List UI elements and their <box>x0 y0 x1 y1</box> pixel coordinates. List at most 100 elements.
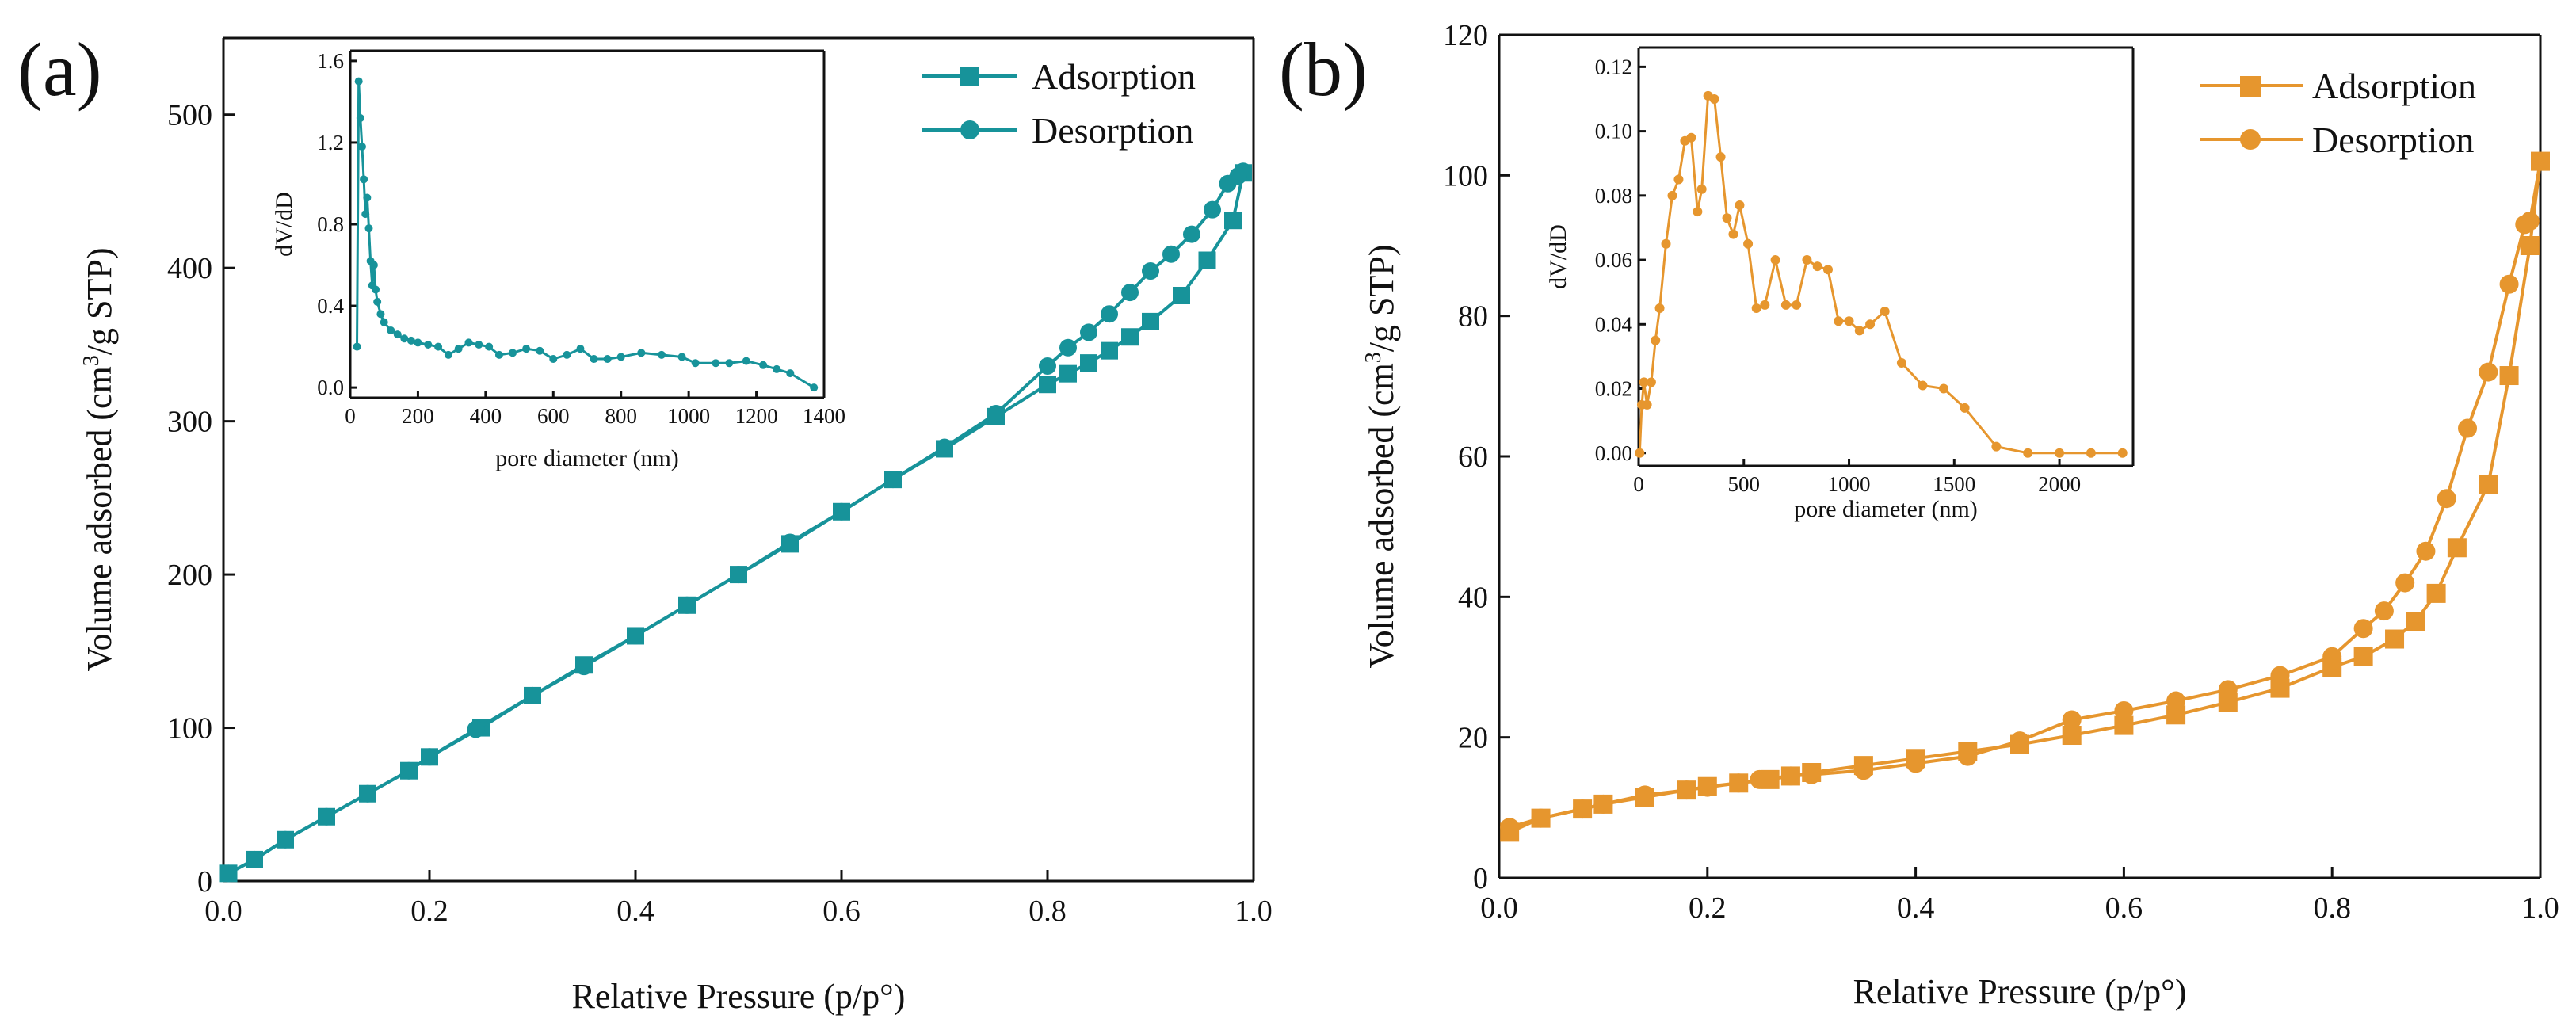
y-tick-label: 0.08 <box>1595 184 1632 208</box>
pore-size-distribution-point <box>1865 319 1876 330</box>
y-tick-label: 0.10 <box>1595 120 1632 143</box>
desorption-point <box>1906 754 1925 773</box>
adsorption-point <box>1173 287 1190 305</box>
pore-size-distribution-point <box>372 285 380 294</box>
pore-size-distribution-point <box>1991 441 2002 452</box>
pore-size-distribution-point <box>590 355 598 364</box>
desorption-point <box>524 686 541 704</box>
desorption-point <box>1750 769 1769 789</box>
desorption-point <box>730 566 747 584</box>
pore-size-distribution-point <box>773 364 781 373</box>
pore-size-distribution-point <box>1854 326 1864 336</box>
desorption-point <box>1101 305 1118 323</box>
y-tick-label: 200 <box>167 559 212 592</box>
chart-a-legend: Adsorption Desorption <box>922 56 1196 151</box>
pore-size-distribution-point <box>1654 303 1665 313</box>
pore-size-distribution-point <box>393 330 402 339</box>
desorption-point <box>1039 357 1056 375</box>
desorption-point <box>833 502 850 521</box>
desorption-point <box>678 596 696 614</box>
pore-size-distribution-point <box>759 361 768 369</box>
y-tick-label: 500 <box>167 99 212 132</box>
chart-b-marks <box>1500 151 2550 842</box>
pore-size-distribution-point <box>563 350 571 359</box>
desorption-point <box>2416 541 2436 561</box>
adsorption-point <box>1101 341 1118 360</box>
pore-size-distribution-point <box>1715 152 1726 162</box>
desorption-point <box>2374 601 2394 621</box>
chart-b-y-axis-title: Volume adsorbed (cm3/g STP) <box>1361 244 1401 668</box>
chart-a-inset-y-axis-title: dV/dD <box>271 192 297 257</box>
legend-a-adsorption-marker <box>960 67 979 86</box>
pore-size-distribution-point <box>353 342 361 351</box>
desorption-point <box>400 761 418 780</box>
y-tick-label: 0.12 <box>1595 55 1632 78</box>
pore-size-distribution-point <box>414 338 422 347</box>
adsorption-point <box>1142 312 1159 330</box>
desorption-point <box>1121 284 1139 302</box>
desorption-point <box>1573 799 1593 819</box>
desorption-point <box>1780 766 1800 786</box>
pore-size-distribution-point <box>1743 238 1754 249</box>
chart-b-inset-marks <box>1635 90 2128 458</box>
desorption-point <box>1853 761 1873 780</box>
y-tick-label: 0.02 <box>1595 377 1632 401</box>
pore-size-distribution-point <box>357 143 366 151</box>
pore-size-distribution-point <box>2055 448 2065 458</box>
desorption-point <box>2353 619 2373 639</box>
pore-size-distribution-point <box>1693 207 1703 217</box>
pore-size-distribution-point <box>1802 255 1812 265</box>
pore-size-distribution-point <box>1812 261 1822 272</box>
chart-a-ticks: 0.0 0.2 0.4 0.6 0.8 1.0 0 100 200 300 400 500 <box>167 99 1273 928</box>
pore-size-distribution-point <box>712 359 720 368</box>
pore-size-distribution-point <box>1770 255 1780 265</box>
desorption-point <box>627 627 644 645</box>
pore-size-distribution-point <box>1651 335 1661 345</box>
x-tick-label: 800 <box>605 404 637 428</box>
desorption-point <box>2515 215 2535 235</box>
pore-size-distribution-point <box>364 224 373 233</box>
chart-b-main: 0.0 0.2 0.4 0.6 0.8 1.0 0 20 40 60 80 100 120 Relati… <box>1361 19 2559 1011</box>
pore-size-distribution-point <box>1896 358 1906 368</box>
pore-size-distribution-point <box>657 350 666 359</box>
pore-size-distribution-point <box>603 355 612 364</box>
desorption-point <box>421 748 438 766</box>
legend-b-adsorption-marker <box>2240 76 2261 97</box>
adsorption-point <box>2520 236 2540 255</box>
pore-size-distribution-point <box>356 114 364 123</box>
x-tick-label: 0.0 <box>204 895 242 928</box>
x-tick-label: 0.8 <box>1028 895 1067 928</box>
desorption-point <box>1958 746 1978 766</box>
pore-size-distribution-point <box>464 338 473 347</box>
adsorption-point <box>2479 475 2498 494</box>
pore-size-distribution-point <box>1792 300 1802 310</box>
x-tick-label: 0.2 <box>1689 891 1727 925</box>
adsorption-point <box>2499 366 2519 386</box>
pore-size-distribution-point <box>616 353 625 361</box>
desorption-point <box>277 830 294 849</box>
panel-b-label: (b) <box>1279 27 1368 112</box>
pore-size-distribution-point <box>576 345 585 353</box>
x-tick-label: 0.2 <box>410 895 448 928</box>
chart-b-inset-y-axis-title: dV/dD <box>1545 224 1571 289</box>
pore-size-distribution-point <box>1735 200 1745 211</box>
pore-size-distribution-point <box>1834 316 1844 326</box>
adsorption-point <box>1224 212 1242 230</box>
pore-size-distribution-point <box>742 357 750 365</box>
pore-size-distribution-point <box>637 349 646 357</box>
desorption-point <box>2395 573 2415 593</box>
desorption-point <box>2010 731 2029 751</box>
desorption-point <box>2531 151 2550 171</box>
y-tick-label: 40 <box>1458 581 1488 614</box>
chart-b-legend: Adsorption Desorption <box>2200 66 2476 160</box>
x-tick-label: 0.6 <box>2105 891 2143 925</box>
pore-size-distribution-point <box>2086 448 2096 458</box>
adsorption-point <box>2447 538 2467 558</box>
desorption-point <box>2270 666 2290 685</box>
x-tick-label: 400 <box>470 404 502 428</box>
adsorption-point <box>2385 629 2405 649</box>
x-tick-label: 0 <box>345 404 356 428</box>
pore-size-distribution-point <box>1646 377 1656 387</box>
pore-size-distribution-point <box>494 350 503 359</box>
adsorption-point <box>1039 376 1056 394</box>
